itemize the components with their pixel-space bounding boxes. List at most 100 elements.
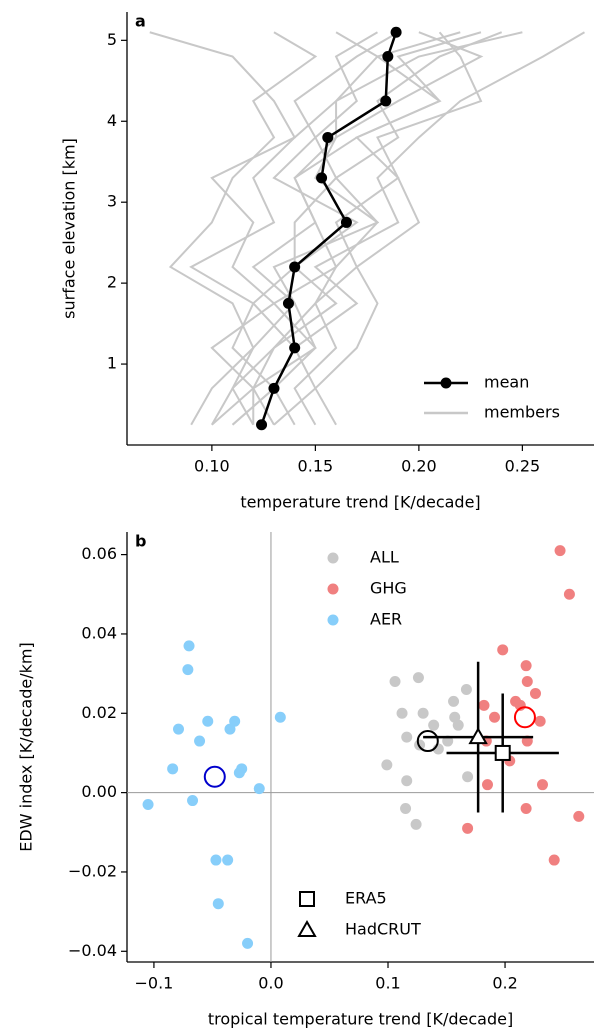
mean-marker [416,730,439,753]
x-tick-label: −0.1 [134,974,173,993]
point [428,719,440,731]
point [253,783,265,795]
legend-marker [327,614,339,626]
point [224,723,236,735]
x-tick-label: 0.15 [298,457,334,476]
point [172,723,184,735]
y-tick-label: 5 [107,30,117,49]
legend-label: HadCRUT [345,920,421,939]
point [222,854,234,866]
point [534,715,546,727]
x-tick-label: 0.20 [401,457,437,476]
point [554,545,566,557]
mean-point [340,216,352,228]
member-line [293,31,482,426]
mean-point [268,382,280,394]
point [167,763,179,775]
point [396,707,408,719]
legend-marker [440,377,452,389]
point [412,672,424,684]
y-tick-label: −0.04 [68,941,117,960]
member-line [211,31,461,426]
legend-marker [299,891,315,907]
point [462,771,474,783]
y-tick-label: 0.06 [81,544,117,563]
mean-marker [513,706,536,729]
point [521,676,533,688]
x-tick-label: 0.1 [375,974,400,993]
mean-point [289,261,301,273]
point [410,818,422,830]
point [529,687,541,699]
point [202,715,214,727]
mean-line [260,31,398,426]
point [548,854,560,866]
point [242,937,254,949]
y-tick-label: 4 [107,111,117,130]
x-tick-label: 0.0 [258,974,283,993]
observation-marker [494,744,511,761]
legend-marker [327,583,339,595]
y-tick-label: 3 [107,192,117,211]
mean-point [322,131,334,143]
observation-marker [468,727,488,745]
point [497,644,509,656]
legend-label: GHG [370,579,407,598]
x-tick-label: 0.2 [492,974,517,993]
mean-point [380,95,392,107]
point [537,779,549,791]
point [229,715,241,727]
mean-point [316,172,328,184]
point [389,676,401,688]
member-line [189,31,523,426]
y-tick-label: 0.00 [81,782,117,801]
legend-label: ERA5 [345,889,387,908]
point [563,588,575,600]
point [212,898,224,910]
x-tick-label: 0.10 [194,457,230,476]
point [401,775,413,787]
point [183,640,195,652]
member-line [149,31,297,426]
point [573,810,585,822]
point [274,711,286,723]
mean-point [390,26,402,38]
legend-label: AER [370,610,402,629]
mean-point [282,297,294,309]
member-line [314,31,483,426]
mean-point [256,419,268,431]
legend-label: mean [484,373,529,392]
point [400,802,412,814]
point [489,711,501,723]
point [187,795,199,807]
point [401,731,413,743]
mean-point [382,51,394,63]
legend-marker [327,552,339,564]
point [462,822,474,834]
member-line [252,31,484,425]
y-tick-label: −0.02 [68,861,117,880]
y-tick-label: 0.04 [81,623,117,642]
point [520,802,532,814]
point [460,683,472,695]
y-tick-label: 1 [107,354,117,373]
point [481,779,493,791]
point [142,799,154,811]
x-axis-label: tropical temperature trend [K/decade] [208,1010,513,1029]
point [448,695,460,707]
y-tick-label: 0.02 [81,703,117,722]
point [182,664,194,676]
y-tick-label: 2 [107,273,117,292]
member-line [272,31,399,426]
x-axis-label: temperature trend [K/decade] [240,493,480,512]
member-line [168,31,318,426]
point [210,854,222,866]
point [452,719,464,731]
legend-marker [297,919,317,937]
x-tick-label: 0.25 [505,457,541,476]
point [381,759,393,771]
panel-label: b [135,532,146,551]
legend-label: members [484,403,560,422]
member-line [252,31,380,426]
